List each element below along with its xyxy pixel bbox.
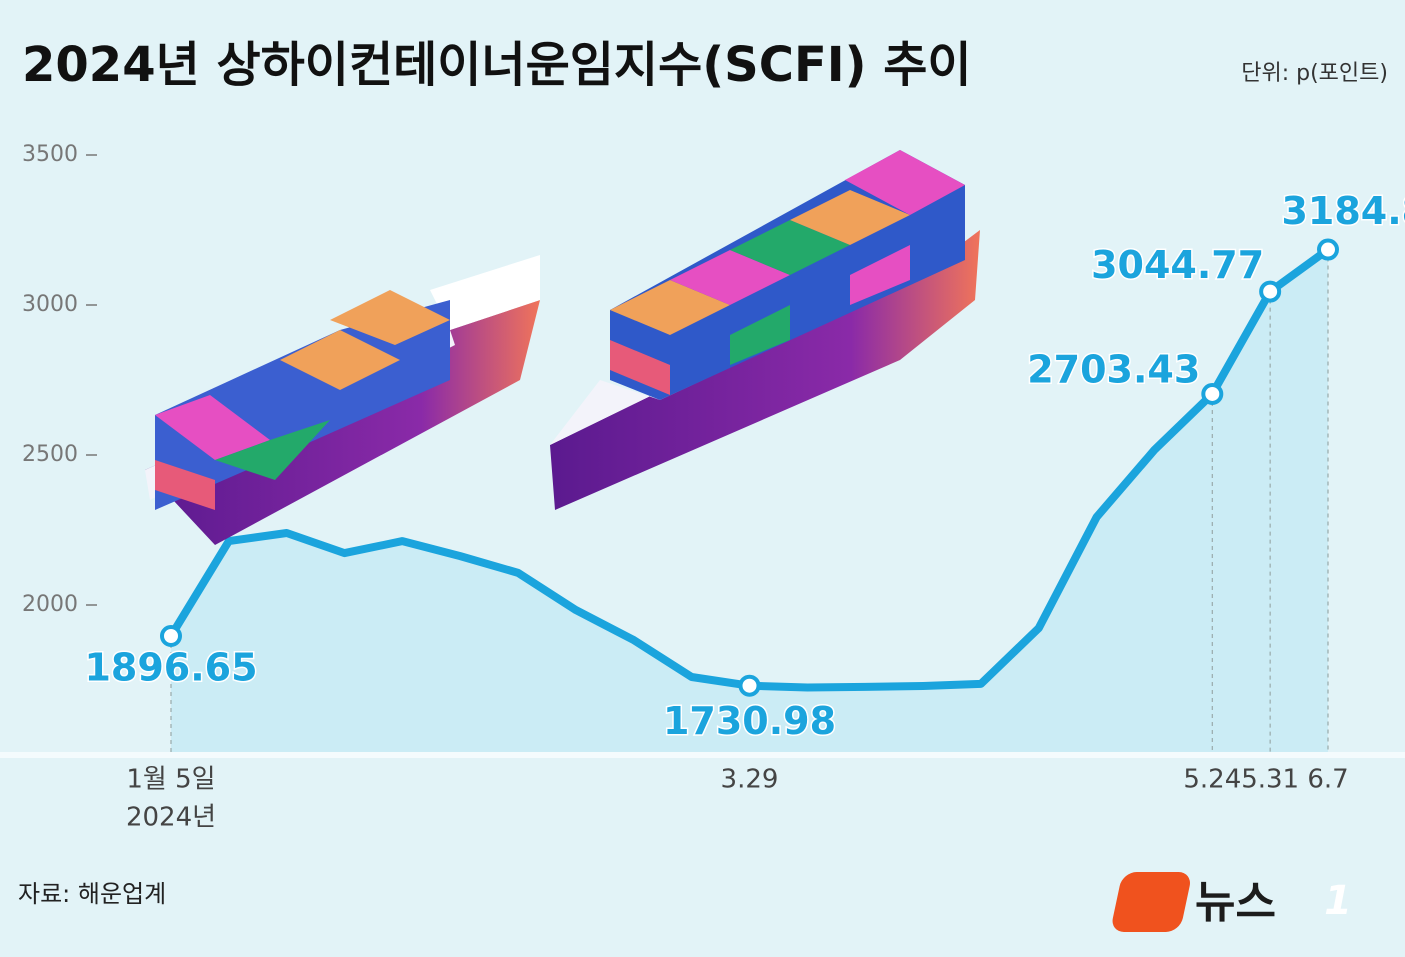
chart-title: 2024년 상하이컨테이너운임지수(SCFI) 추이	[22, 37, 972, 93]
point-marker	[160, 625, 182, 648]
y-tick-label: 2500	[22, 442, 78, 467]
y-tick-label: 3500	[22, 142, 78, 167]
unit-label: 단위: p(포인트)	[1241, 61, 1388, 86]
x-tick-label: 5.31	[1241, 765, 1299, 795]
axis-band	[0, 752, 1405, 758]
value-label: 1896.65	[84, 646, 257, 690]
point-marker	[1201, 382, 1224, 405]
x-tick-label: 6.7	[1307, 765, 1348, 795]
source-label: 자료: 해운업계	[18, 880, 166, 908]
value-label: 3184.87	[1281, 189, 1405, 233]
area-fill	[171, 249, 1328, 752]
logo-badge	[1112, 872, 1190, 932]
x-year-label: 2024년	[126, 803, 216, 833]
ship-illustration-left	[145, 255, 540, 545]
logo-text: 뉴스	[1195, 877, 1276, 928]
x-tick-label: 3.29	[721, 765, 779, 795]
value-label: 2703.43	[1027, 347, 1200, 391]
x-tick-label: 5.24	[1183, 765, 1241, 795]
value-label: 1730.98	[663, 699, 836, 743]
point-marker	[1259, 280, 1282, 303]
logo-mark: 1	[1324, 878, 1352, 924]
plot-area: 2000 2500 3000 3500 1896.65 1730.98 2703.43 304…	[0, 142, 1405, 833]
point-marker	[738, 674, 761, 697]
y-tick-label: 3000	[22, 292, 78, 317]
y-tick-label: 2000	[22, 592, 78, 617]
x-tick-label: 1월 5일	[126, 765, 215, 795]
point-marker	[1317, 238, 1339, 261]
value-label: 3044.77	[1091, 243, 1264, 287]
ship-illustration-right	[550, 150, 980, 510]
